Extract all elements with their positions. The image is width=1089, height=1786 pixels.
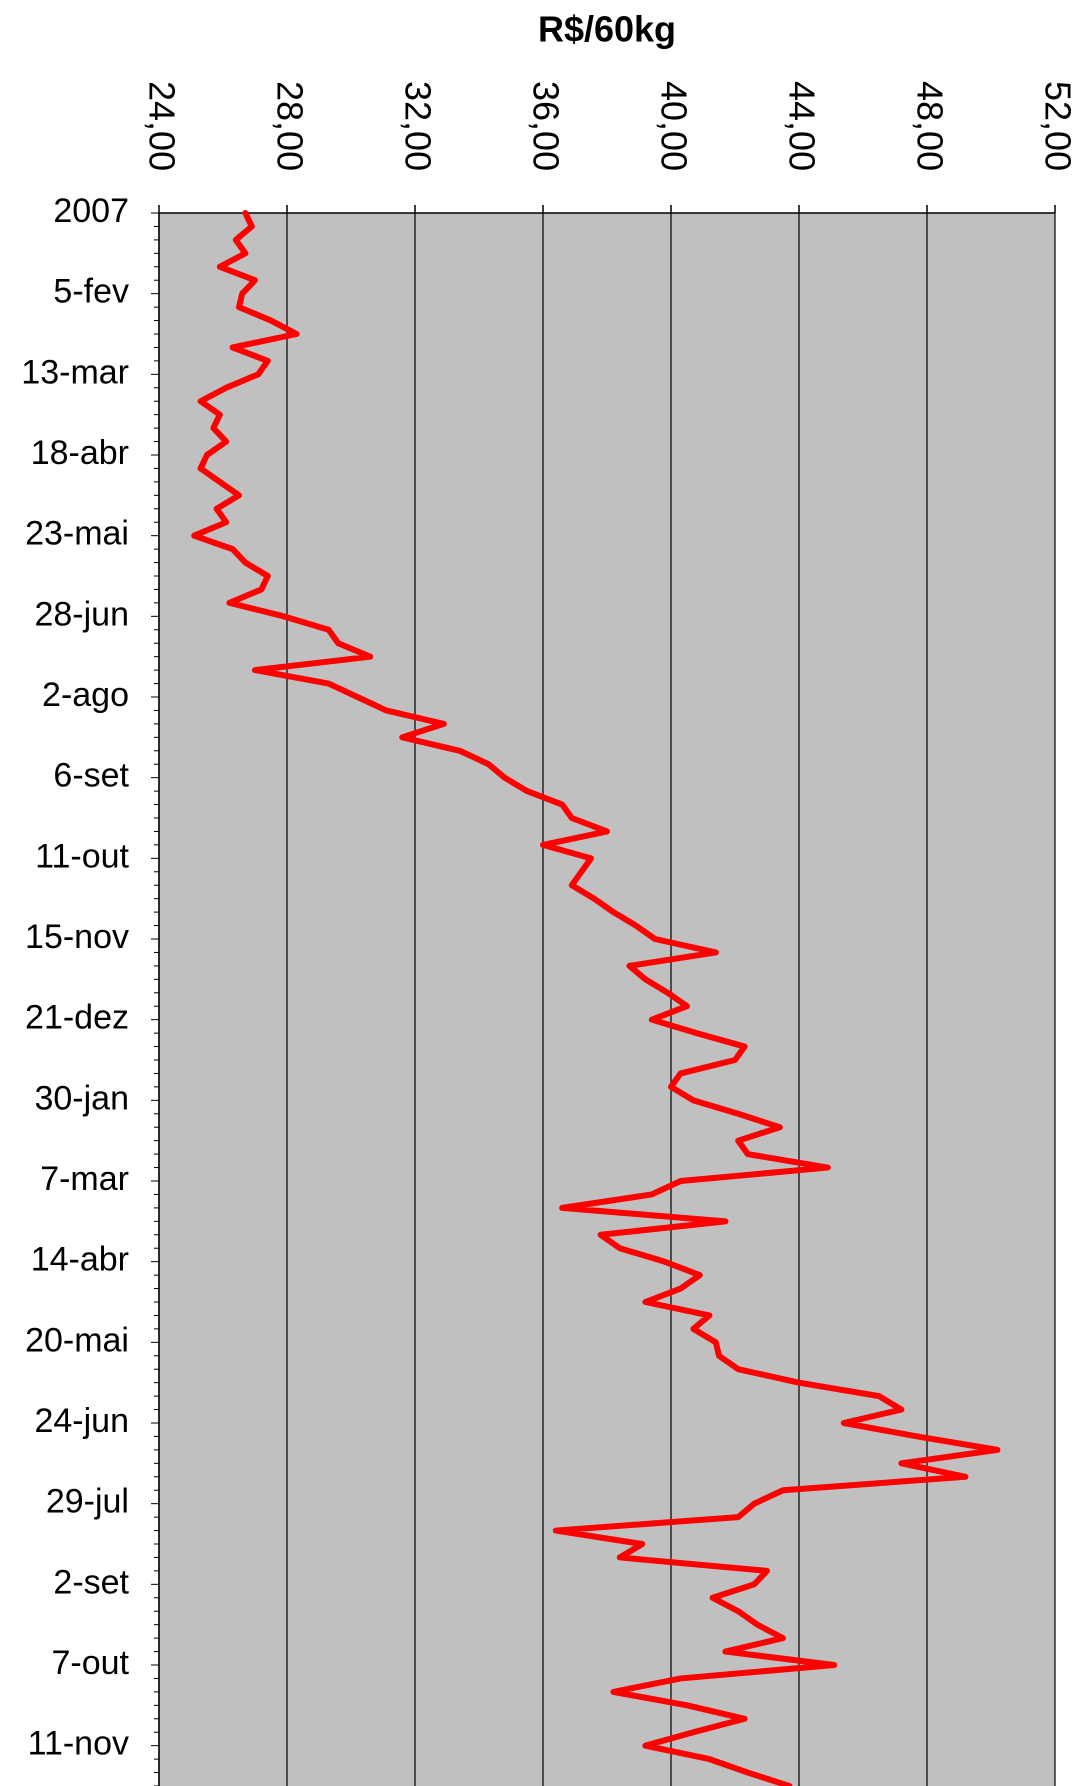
- x-tick-label: 44,00: [781, 81, 822, 171]
- y-tick-label: 14-abr: [31, 1241, 129, 1279]
- x-tick-label: 28,00: [269, 81, 310, 171]
- x-tick-label: 52,00: [1037, 81, 1078, 171]
- y-tick-label: 18-abr: [31, 434, 129, 472]
- y-tick-label: 2007: [53, 192, 129, 230]
- y-tick-label: 30-jan: [34, 1079, 129, 1117]
- x-tick-label: 36,00: [525, 81, 566, 171]
- y-tick-label: 21-dez: [25, 999, 129, 1037]
- y-tick-label: 15-nov: [25, 918, 129, 956]
- x-tick-label: 32,00: [397, 81, 438, 171]
- x-tick-label: 24,00: [141, 81, 182, 171]
- y-tick-label: 11-nov: [28, 1725, 129, 1763]
- x-tick-label: 48,00: [909, 81, 950, 171]
- y-tick-label: 20-mai: [25, 1321, 129, 1359]
- data-line: [191, 210, 1001, 1786]
- y-tick-label: 2-set: [53, 1563, 129, 1601]
- y-tick-label: 6-set: [53, 757, 129, 795]
- y-tick-label: 2-ago: [42, 676, 129, 714]
- y-tick-label: 28-jun: [34, 595, 129, 633]
- x-tick-label: 40,00: [653, 81, 694, 171]
- y-tick-label: 11-out: [35, 837, 129, 875]
- y-tick-label: 7-out: [52, 1644, 130, 1682]
- y-tick-label: 13-mar: [21, 353, 129, 391]
- y-tick-label: 5-fev: [53, 273, 129, 311]
- plot-area: [159, 213, 1055, 1786]
- y-tick-label: 23-mai: [25, 515, 129, 553]
- y-tick-label: 29-jul: [46, 1483, 129, 1521]
- y-tick-label: 7-mar: [40, 1160, 129, 1198]
- axis-title: R$/60kg: [538, 9, 676, 50]
- y-tick-label: 24-jun: [34, 1402, 129, 1440]
